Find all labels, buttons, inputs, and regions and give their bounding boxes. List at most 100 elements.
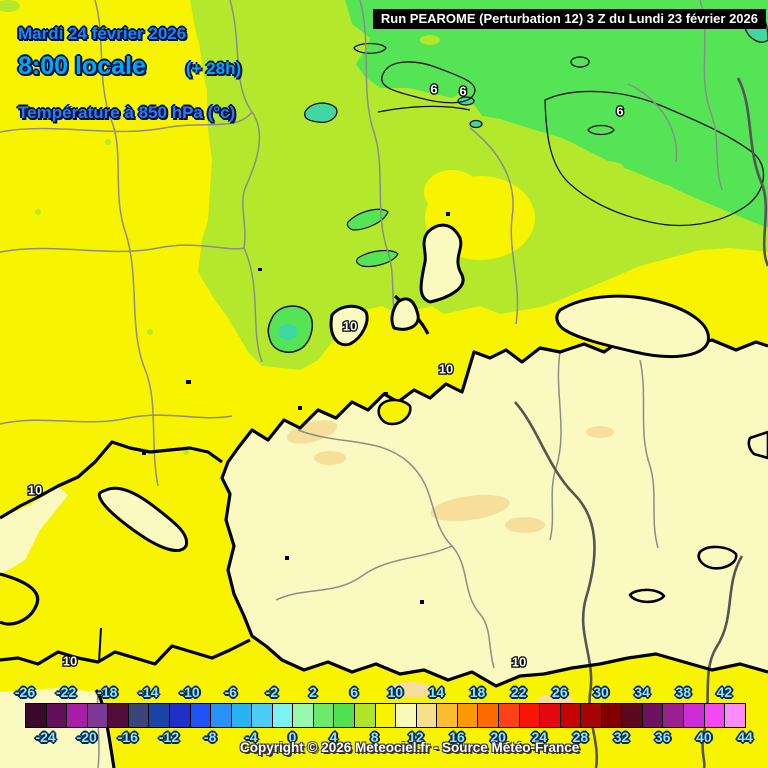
colorbar-cell [478, 704, 499, 727]
colorbar-tick-label: 4 [329, 729, 338, 745]
colorbar-tick-label: 36 [654, 729, 671, 745]
colorbar-cell [334, 704, 355, 727]
local-time-label: 8:00 locale [18, 52, 146, 80]
colorbar-tick-label: 26 [552, 684, 568, 700]
colorbar-tick-label: 28 [572, 729, 589, 745]
colorbar-tick-label: 34 [634, 684, 650, 700]
colorbar-cell [293, 704, 314, 727]
colorbar-cell [601, 704, 623, 727]
date-label: Mardi 24 février 2026 [18, 24, 187, 43]
colorbar-cell [211, 704, 232, 727]
isotherm-value-label: 10 [512, 654, 526, 669]
map-cold-blobs [267, 208, 399, 366]
warm-enclaves [97, 223, 768, 604]
colorbar-cell [642, 704, 664, 727]
map-region-green [345, 0, 768, 228]
colorbar-cell [684, 704, 705, 727]
isotherm-value-label: 10 [28, 482, 42, 497]
colorbar-cell [396, 704, 417, 727]
colorbar-tick-label: -8 [203, 729, 217, 745]
colorbar-cell [26, 704, 47, 727]
parameter-label: Température à 850 hPa (°c) [18, 103, 236, 122]
colorbar-tick-label: 42 [716, 684, 733, 700]
colorbar-tick-label: 18 [469, 684, 486, 700]
colorbar-cell [622, 704, 643, 727]
contour-fragments [142, 212, 450, 604]
colorbar-cell [519, 704, 541, 727]
colorbar-tick-label: 30 [593, 684, 609, 700]
colorbar-tick-label: 24 [531, 729, 548, 745]
copyright-label: Copyright © 2026 Meteociel.fr - Source M… [240, 740, 580, 755]
colorbar-tick-label: 12 [408, 729, 424, 745]
colorbar-tick-label: 20 [490, 729, 506, 745]
isotherm-value-label: 10 [439, 361, 453, 376]
colorbar-cell [252, 704, 273, 727]
colorbar-cell [704, 704, 726, 727]
colorbar-tick-label: -20 [76, 729, 97, 745]
map-region-cream-west [0, 487, 68, 575]
colorbar-tick-label: -18 [97, 684, 118, 700]
isotherm-value-label: 10 [63, 653, 77, 668]
model-run-banner: Run PEAROME (Perturbation 12) 3 Z du Lun… [372, 9, 766, 29]
colorbar-tick-label: -10 [179, 684, 200, 700]
isotherm-labels: 6 6 6 10 10 10 10 10 [26, 80, 624, 671]
colorbar-cell [231, 704, 253, 727]
colorbar-tick-label: -24 [35, 729, 56, 745]
colorbar-cell [560, 704, 582, 727]
map-patch [424, 170, 480, 214]
colorbar-cell [272, 704, 294, 727]
colorbar-tick-label: 38 [675, 684, 692, 700]
colorbar-tick-label: 2 [309, 684, 317, 700]
colorbar-tick-label: 10 [387, 684, 404, 700]
colorbar-cell [663, 704, 684, 727]
map-green-streaks [0, 0, 346, 455]
map-header: Mardi 24 février 2026 8:00 locale (+ 28h… [18, 24, 241, 123]
colorbar-tick-label: -14 [138, 684, 159, 700]
colorbar-cell [169, 704, 191, 727]
colorbar-cell [313, 704, 335, 727]
colorbar-cell [540, 704, 561, 727]
forecast-offset-label: (+ 28h) [185, 59, 242, 78]
colorbar-tick-label: 22 [510, 684, 527, 700]
colorbar-cell [67, 704, 88, 727]
colorbar-tick-label: -12 [158, 729, 180, 745]
colorbar-cell [108, 704, 129, 727]
isotherm-value-label: 6 [616, 103, 623, 118]
colorbar-tick-label: 40 [696, 729, 712, 745]
colorbar-tick-label: 32 [613, 729, 630, 745]
map-patch [420, 35, 674, 196]
colorbar-tick-label: 6 [350, 684, 359, 700]
colorbar-tick-label: 0 [288, 729, 297, 745]
isotherm-value-label: 10 [343, 318, 357, 333]
colorbar-cell [437, 704, 458, 727]
colorbar-tick-label: 44 [737, 729, 753, 745]
colorbar-tick-label: 14 [428, 684, 445, 700]
colorbar-tick-label: 16 [449, 729, 465, 745]
colorbar-cell [190, 704, 212, 727]
colorbar-cell [581, 704, 602, 727]
colorbar-tick-label: -2 [265, 684, 279, 700]
admin-borders [0, 0, 723, 768]
isotherm-value-label: 6 [430, 81, 437, 96]
colorbar-cell [46, 704, 68, 727]
colorbar-tick-label: -22 [56, 684, 77, 700]
isotherm-6-contours [353, 42, 765, 227]
colorbar-tick-label: -6 [224, 684, 237, 700]
colorbar-tick-label: -4 [245, 729, 258, 745]
colorbar-tick-label: -26 [14, 684, 36, 700]
colorbar-cell [128, 704, 150, 727]
colorbar-cell [457, 704, 479, 727]
colorbar-tick-label: -16 [117, 729, 138, 745]
temperature-colorbar [25, 703, 746, 728]
colorbar-cell [149, 704, 170, 727]
colorbar-cell [498, 704, 520, 727]
colorbar-cell [375, 704, 397, 727]
colorbar-tick-label: 8 [370, 729, 379, 745]
isotherm-10-contours [0, 294, 768, 768]
colorbar-cell [725, 704, 745, 727]
colorbar-cell [87, 704, 109, 727]
colorbar-cell [355, 704, 376, 727]
colorbar-cell [416, 704, 438, 727]
